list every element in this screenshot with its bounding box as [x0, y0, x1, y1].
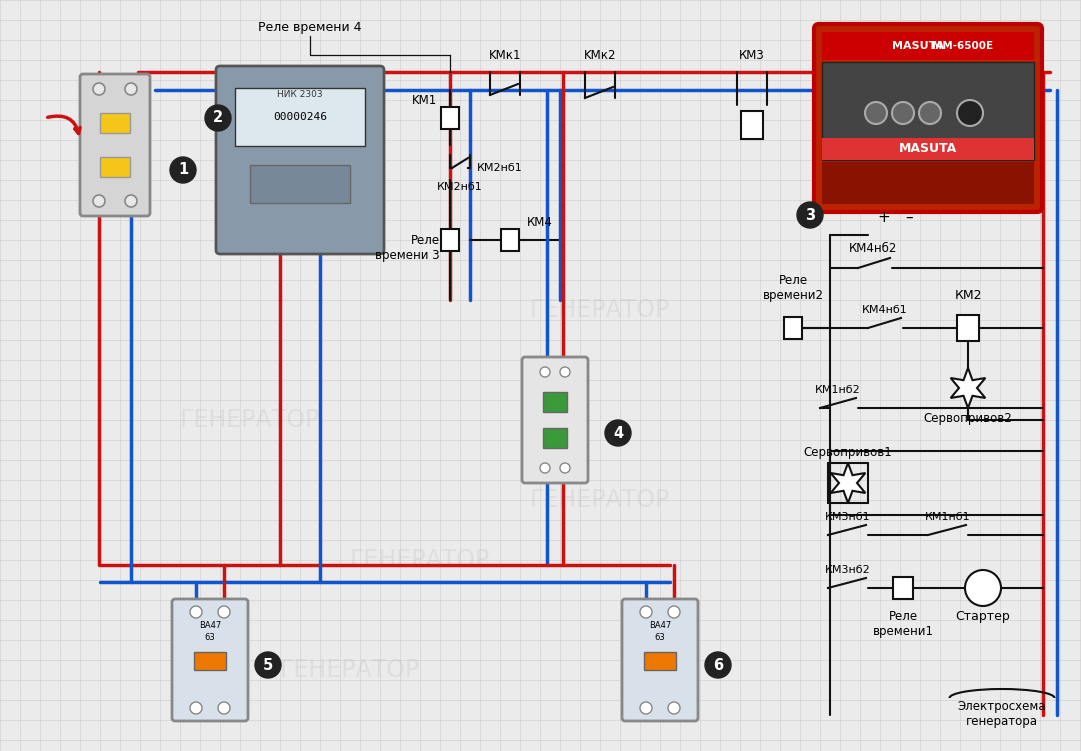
- Text: KMк2: KMк2: [584, 49, 616, 62]
- Text: КМ1нб1: КМ1нб1: [925, 512, 971, 522]
- Text: MM-6500E: MM-6500E: [933, 41, 993, 51]
- Bar: [501, 229, 519, 251]
- Text: KM1: KM1: [412, 94, 437, 107]
- Text: ВА47: ВА47: [649, 620, 671, 629]
- Text: КМ1нб2: КМ1нб2: [815, 385, 860, 395]
- Text: Реле
времени 3: Реле времени 3: [375, 234, 440, 262]
- Text: КМ2нб1: КМ2нб1: [477, 163, 523, 173]
- Text: НИК 2303: НИК 2303: [277, 90, 323, 99]
- Text: Реле
времени1: Реле времени1: [872, 610, 934, 638]
- Circle shape: [125, 83, 137, 95]
- Polygon shape: [830, 463, 865, 503]
- Circle shape: [125, 195, 137, 207]
- Text: ГЕНЕРАТОР: ГЕНЕРАТОР: [530, 298, 670, 322]
- Bar: [543, 392, 568, 412]
- Text: 3: 3: [805, 207, 815, 222]
- Bar: [893, 577, 913, 599]
- FancyBboxPatch shape: [622, 599, 698, 721]
- Circle shape: [540, 367, 550, 377]
- FancyBboxPatch shape: [172, 599, 248, 721]
- Circle shape: [93, 195, 105, 207]
- Circle shape: [218, 606, 230, 618]
- Bar: [822, 162, 1035, 204]
- Circle shape: [605, 420, 631, 446]
- Text: 4: 4: [613, 426, 623, 441]
- Circle shape: [540, 463, 550, 473]
- Text: MASUTA: MASUTA: [899, 143, 957, 155]
- Bar: [784, 317, 802, 339]
- Circle shape: [797, 202, 823, 228]
- Bar: [644, 652, 676, 670]
- Text: MASUTA: MASUTA: [892, 41, 944, 51]
- Text: 6: 6: [713, 657, 723, 672]
- Circle shape: [560, 463, 570, 473]
- Bar: [235, 88, 365, 146]
- Circle shape: [93, 83, 105, 95]
- Text: КМ2: КМ2: [955, 289, 982, 302]
- Text: Сервопривов1: Сервопривов1: [803, 446, 893, 459]
- Text: КМ4нб1: КМ4нб1: [863, 305, 908, 315]
- Text: КМ4нб2: КМ4нб2: [849, 242, 897, 255]
- Polygon shape: [950, 368, 985, 408]
- Bar: [441, 229, 459, 251]
- Text: 1: 1: [178, 162, 188, 177]
- Circle shape: [190, 606, 202, 618]
- Bar: [101, 157, 130, 177]
- FancyBboxPatch shape: [216, 66, 384, 254]
- FancyBboxPatch shape: [522, 357, 588, 483]
- Text: 5: 5: [263, 657, 273, 672]
- Bar: [543, 428, 568, 448]
- Bar: [101, 113, 130, 133]
- Bar: [193, 652, 226, 670]
- Bar: [822, 32, 1035, 60]
- Circle shape: [640, 702, 652, 714]
- Bar: [957, 315, 979, 341]
- Text: Реле времени 4: Реле времени 4: [258, 22, 362, 35]
- Circle shape: [892, 102, 915, 124]
- Text: Электросхема
генератора: Электросхема генератора: [958, 700, 1046, 728]
- Circle shape: [170, 157, 196, 183]
- Text: Реле
времени2: Реле времени2: [762, 274, 824, 302]
- Bar: [822, 138, 1035, 160]
- Bar: [441, 107, 459, 129]
- Text: КМ3: КМ3: [739, 49, 765, 62]
- Circle shape: [205, 105, 231, 131]
- Text: 63: 63: [204, 634, 215, 643]
- Text: KMк1: KMк1: [489, 49, 521, 62]
- Circle shape: [919, 102, 940, 124]
- Bar: [250, 165, 350, 203]
- Text: КМ3нб1: КМ3нб1: [825, 512, 871, 522]
- Circle shape: [865, 102, 888, 124]
- Circle shape: [705, 652, 731, 678]
- Circle shape: [218, 702, 230, 714]
- Circle shape: [640, 606, 652, 618]
- Text: ГЕНЕРАТОР: ГЕНЕРАТОР: [530, 488, 670, 512]
- Circle shape: [255, 652, 281, 678]
- Text: 63: 63: [655, 634, 666, 643]
- Text: ГЕНЕРАТОР: ГЕНЕРАТОР: [350, 548, 490, 572]
- Circle shape: [668, 606, 680, 618]
- Circle shape: [668, 702, 680, 714]
- Text: Сервопривов2: Сервопривов2: [923, 412, 1013, 425]
- Bar: [740, 111, 763, 139]
- FancyBboxPatch shape: [814, 24, 1042, 212]
- Circle shape: [965, 570, 1001, 606]
- Text: КМ3нб2: КМ3нб2: [825, 565, 871, 575]
- Text: 00000246: 00000246: [273, 112, 326, 122]
- Text: ГЕНЕРАТОР: ГЕНЕРАТОР: [179, 408, 320, 432]
- Text: 2: 2: [213, 110, 223, 125]
- Text: +: +: [878, 210, 891, 225]
- FancyBboxPatch shape: [80, 74, 150, 216]
- Circle shape: [560, 367, 570, 377]
- Text: –: –: [905, 210, 912, 225]
- Text: Стартер: Стартер: [956, 610, 1011, 623]
- Text: КМ2нб1: КМ2нб1: [437, 182, 483, 192]
- Bar: [822, 62, 1035, 160]
- Text: ВА47: ВА47: [199, 620, 222, 629]
- Circle shape: [190, 702, 202, 714]
- Text: ГЕНЕРАТОР: ГЕНЕРАТОР: [280, 658, 421, 682]
- Text: КМ4: КМ4: [528, 216, 552, 228]
- Circle shape: [957, 100, 983, 126]
